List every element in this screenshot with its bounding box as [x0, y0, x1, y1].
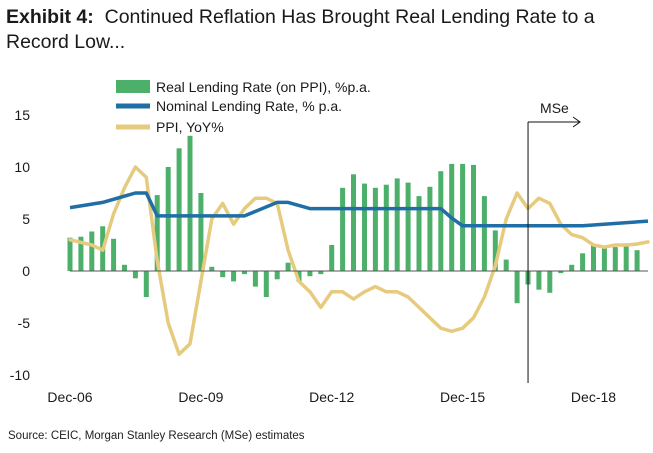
- real-lending-rate-bar: [580, 253, 586, 271]
- real-lending-rate-bar: [591, 245, 596, 271]
- nominal-lending-rate-line: [69, 191, 649, 228]
- legend-label-real: Real Lending Rate (on PPI), %p.a.: [156, 79, 371, 95]
- real-lending-rate-bar: [634, 250, 640, 271]
- ppi-line: [68, 165, 650, 356]
- y-tick-label: 15: [14, 107, 30, 123]
- real-lending-rate-bar: [536, 271, 542, 290]
- x-tick-label: Dec-18: [571, 389, 616, 405]
- real-lending-rate-bar: [242, 271, 247, 275]
- source-note: Source: CEIC, Morgan Stanley Research (M…: [8, 430, 305, 442]
- real-lending-rate-bar: [383, 184, 389, 271]
- real-lending-rate-bar: [132, 271, 138, 279]
- x-tick-label: Dec-12: [309, 389, 354, 405]
- real-lending-rate-bar: [329, 245, 335, 271]
- real-lending-rate-bar: [427, 186, 433, 271]
- real-lending-rate-bar: [263, 271, 269, 297]
- real-lending-rate-bar: [165, 167, 171, 271]
- x-tick-label: Dec-15: [440, 389, 485, 405]
- y-tick-label: -10: [10, 367, 30, 383]
- chart-title: Exhibit 4: Continued Reflation Has Broug…: [6, 5, 646, 55]
- real-lending-rate-bar: [503, 259, 509, 271]
- forecast-arrowhead: [572, 116, 581, 128]
- real-lending-rate-bar: [198, 193, 204, 271]
- real-lending-rate-bar: [351, 174, 356, 271]
- x-tick-label: Dec-09: [178, 389, 223, 405]
- real-lending-rate-bar: [209, 266, 215, 271]
- y-tick-label: 10: [14, 159, 30, 175]
- real-lending-rate-bar: [143, 271, 149, 297]
- real-lending-rate-bar: [252, 271, 258, 287]
- real-lending-rate-bar: [623, 244, 629, 271]
- real-lending-rate-bar: [460, 163, 466, 271]
- y-tick-label: 0: [22, 263, 30, 279]
- real-lending-rate-bar: [307, 271, 313, 277]
- real-lending-rate-bar: [154, 195, 160, 271]
- real-lending-rate-bar: [569, 264, 575, 271]
- x-axis-ticks: Dec-06 Dec-09 Dec-12 Dec-15 Dec-18: [47, 389, 616, 405]
- legend-label-ppi: PPI, YoY%: [156, 119, 224, 135]
- real-lending-rate-bar: [601, 248, 607, 271]
- real-lending-rate-bar: [318, 271, 324, 275]
- real-lending-rate-bar: [405, 182, 411, 271]
- y-tick-label: 5: [22, 211, 30, 227]
- real-lending-rate-bar: [111, 238, 117, 271]
- real-lending-rate-bar: [78, 236, 84, 271]
- exhibit-label: Exhibit 4:: [6, 6, 94, 28]
- real-lending-rate-bar: [231, 271, 237, 282]
- real-lending-rate-bar: [394, 178, 400, 271]
- real-lending-rate-bar: [220, 271, 226, 278]
- real-lending-rate-bar: [285, 262, 291, 271]
- real-lending-rate-bar: [492, 230, 498, 271]
- chart-title-text: Continued Reflation Has Brought Real Len…: [6, 6, 595, 53]
- real-lending-rate-bars: [67, 135, 640, 304]
- real-lending-rate-bar: [438, 171, 444, 271]
- y-tick-label: -5: [18, 315, 31, 331]
- y-axis-ticks: 15 10 5 0 -5 -10: [10, 107, 30, 383]
- legend-label-nominal: Nominal Lending Rate, % p.a.: [156, 98, 342, 114]
- real-lending-rate-bar: [274, 271, 280, 280]
- real-lending-rate-bar: [416, 196, 422, 271]
- real-lending-rate-bar: [89, 231, 95, 271]
- x-tick-label: Dec-06: [47, 389, 92, 405]
- real-lending-rate-bar: [547, 271, 553, 293]
- real-lending-rate-bar: [340, 187, 346, 271]
- forecast-label: MSe: [540, 100, 569, 116]
- real-lending-rate-bar: [471, 164, 476, 271]
- legend: Real Lending Rate (on PPI), %p.a. Nomina…: [116, 79, 371, 135]
- real-lending-rate-bar: [481, 196, 487, 271]
- real-lending-rate-bar: [187, 135, 193, 271]
- real-lending-rate-bar: [176, 148, 182, 271]
- real-lending-rate-bar: [558, 271, 564, 274]
- legend-swatch-real: [116, 80, 150, 93]
- real-lending-rate-bar: [372, 187, 378, 271]
- real-lending-rate-bar: [514, 271, 520, 304]
- real-lending-rate-bar: [612, 247, 618, 271]
- real-lending-rate-bar: [122, 264, 127, 271]
- real-lending-rate-bar: [362, 183, 367, 271]
- real-lending-rate-bar: [67, 237, 73, 271]
- forecast-marker: MSe: [527, 100, 581, 383]
